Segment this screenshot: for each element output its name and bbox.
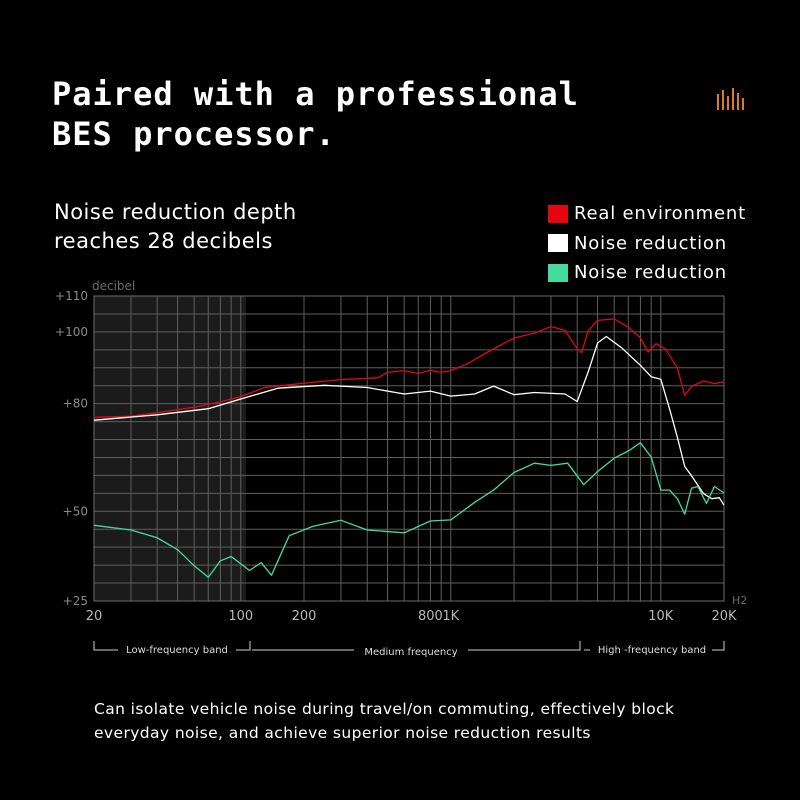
low-band-bracket-right xyxy=(236,641,251,651)
chart-subtitle: Noise reduction depth reaches 28 decibel… xyxy=(54,198,297,256)
headline-line-1: Paired with a professional xyxy=(52,75,579,113)
y-tick-label: +80 xyxy=(63,397,88,411)
legend-swatch-red xyxy=(548,204,568,223)
headline: Paired with a professional BES processor… xyxy=(52,74,579,154)
legend-swatch-green xyxy=(548,263,568,282)
x-tick-label: 20K xyxy=(711,609,737,624)
legend-item-noise-reduction-white: Noise reduction xyxy=(548,229,746,259)
headline-line-2: BES processor. xyxy=(52,115,336,153)
x-tick-label: 1K xyxy=(442,609,459,624)
low-band-bracket-left xyxy=(93,641,118,651)
band-label-medium: Medium frequency xyxy=(364,647,457,658)
x-tick-label: 100 xyxy=(228,609,253,624)
legend-label: Real environment xyxy=(574,203,746,225)
x-axis-unit: H2 xyxy=(732,594,747,607)
x-tick-label: 10K xyxy=(648,609,674,624)
chart-grid xyxy=(93,295,725,602)
plot-border xyxy=(93,295,725,602)
subtitle-line-2: reaches 28 decibels xyxy=(54,229,273,253)
description-caption: Can isolate vehicle noise during travel/… xyxy=(94,700,675,742)
legend-label: Noise reduction xyxy=(574,232,727,254)
x-tick-label: 20 xyxy=(86,609,103,624)
band-label-high: High -frequency band xyxy=(598,645,706,656)
y-tick-label: +100 xyxy=(55,325,88,339)
series-line-3 xyxy=(93,442,725,578)
y-tick-label: +110 xyxy=(55,289,88,303)
legend-label: Noise reduction xyxy=(574,262,727,284)
legend-item-noise-reduction-green: Noise reduction xyxy=(548,258,746,288)
legend-swatch-white xyxy=(548,234,568,253)
x-tick-label: 200 xyxy=(292,609,317,624)
legend-item-real-environment: Real environment xyxy=(548,199,746,229)
high-band-bracket-right xyxy=(712,641,725,651)
band-label-low: Low-frequency band xyxy=(126,645,228,656)
y-axis-title: decibel xyxy=(92,279,135,293)
band-brackets xyxy=(93,641,725,651)
low-band-shading xyxy=(94,296,246,601)
series-line-2 xyxy=(93,335,725,506)
chart-legend: Real environment Noise reduction Noise r… xyxy=(548,199,746,288)
chart-series xyxy=(93,318,725,578)
x-tick-label: 800 xyxy=(418,609,443,624)
y-tick-label: +25 xyxy=(63,594,88,608)
x-tick-labels: 20 100 200 800 1K 10K 20K xyxy=(86,609,737,624)
y-tick-labels: +25 +50 +80 +100 +110 xyxy=(55,289,88,608)
sound-bars-icon xyxy=(717,88,744,110)
series-line-1 xyxy=(93,318,725,418)
mid-band-bracket-right xyxy=(468,641,581,651)
y-tick-label: +50 xyxy=(63,504,88,518)
subtitle-line-1: Noise reduction depth xyxy=(54,200,297,224)
